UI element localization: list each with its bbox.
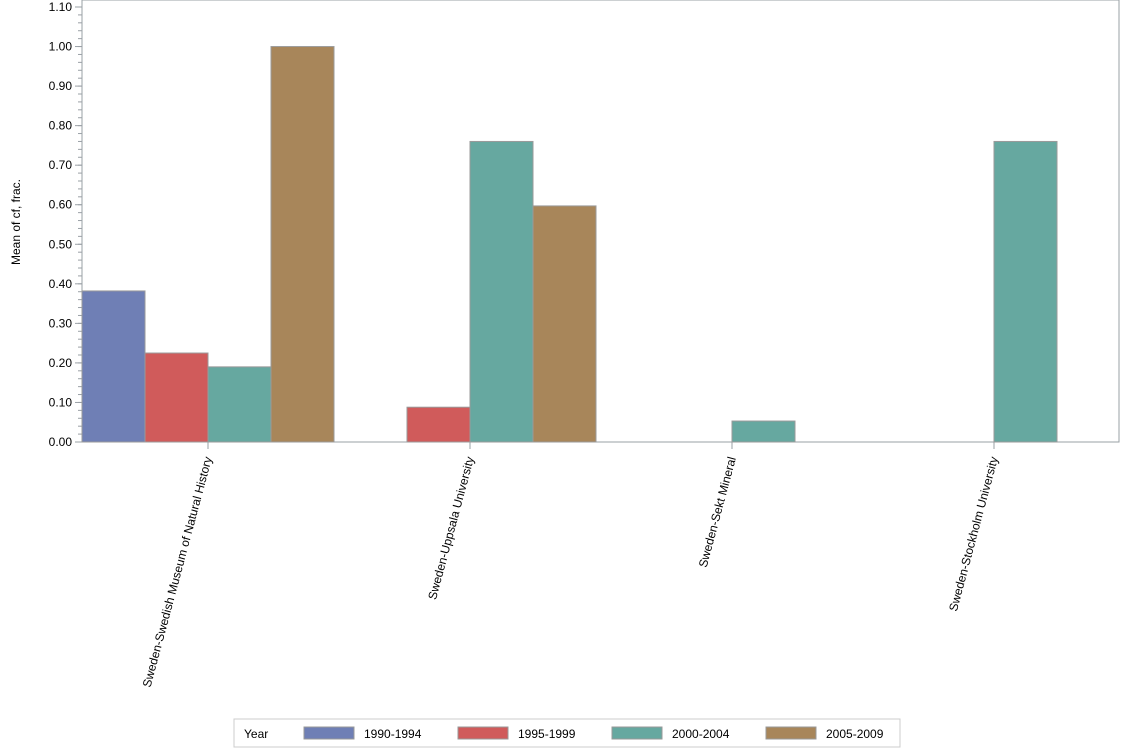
y-tick-label: 0.00 [49,435,73,449]
y-tick-label: 1.10 [49,0,73,14]
legend-swatch [303,726,355,740]
legend-label: 1995-1999 [518,727,576,741]
y-tick-label: 0.50 [49,237,73,251]
bar-2000-2004 [731,420,796,443]
bar-1995-1999 [406,406,471,443]
legend-swatch [611,726,663,740]
y-tick-label: 0.80 [49,119,73,133]
y-tick-label: 0.90 [49,79,73,93]
x-tick-label: Sweden-Uppsala University [425,455,477,601]
legend-label: 2005-2009 [826,727,884,741]
y-tick-label: 0.70 [49,158,73,172]
legend-swatch [457,726,509,740]
y-tick-label: 1.00 [49,40,73,54]
y-tick-label: 0.20 [49,356,73,370]
bar-2005-2009 [270,46,335,443]
x-tick-label: Sweden-Stockholm University [946,455,1001,613]
y-tick-label: 0.60 [49,198,73,212]
y-tick-label: 0.10 [49,395,73,409]
bar-1990-1994 [81,290,146,443]
y-tick-label: 0.40 [49,277,73,291]
bar-1995-1999 [144,352,209,443]
legend-swatch [765,726,817,740]
legend-title: Year [244,727,268,741]
bar-2000-2004 [207,366,272,443]
bar-2000-2004 [469,140,534,443]
y-axis-label: Mean of cf, frac. [9,179,23,265]
x-tick-label: Sweden-Sekt Mineral [696,455,739,569]
x-tick-label: Sweden-Swedish Museum of Natural History [140,455,215,689]
legend: Year 1990-1994 1995-1999 2000-2004 2005-200… [233,718,901,748]
legend-label: 1990-1994 [364,727,422,741]
bar-2000-2004 [993,140,1058,443]
legend-label: 2000-2004 [672,727,730,741]
y-tick-label: 0.30 [49,316,73,330]
bar-2005-2009 [532,205,597,443]
